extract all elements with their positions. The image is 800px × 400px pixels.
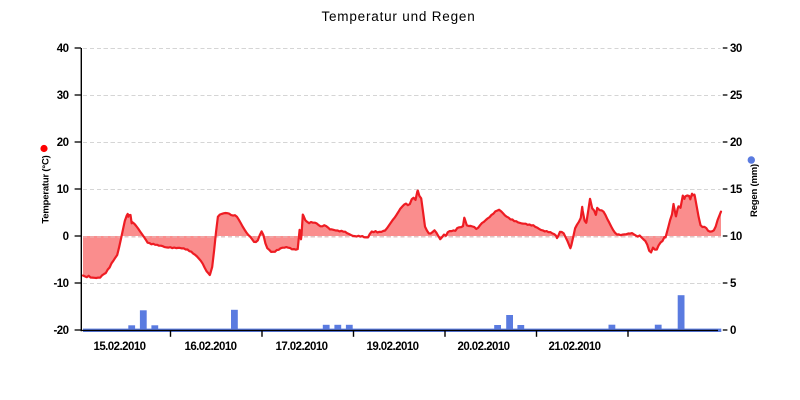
svg-text:Temperatur (°C): Temperatur (°C) [41,155,52,223]
svg-text:20: 20 [57,137,69,149]
svg-text:20: 20 [730,137,742,149]
svg-text:10: 10 [730,231,742,243]
svg-text:15.02.2010: 15.02.2010 [93,341,145,353]
svg-text:20.02.2010: 20.02.2010 [457,341,509,353]
svg-text:40: 40 [57,43,69,55]
svg-text:17.02.2010: 17.02.2010 [275,341,327,353]
svg-text:0: 0 [63,231,69,243]
svg-text:-10: -10 [54,278,69,290]
svg-text:15: 15 [730,184,743,196]
svg-text:30: 30 [730,43,742,55]
svg-text:30: 30 [57,90,69,102]
svg-text:10: 10 [57,184,69,196]
svg-text:Regen (mm): Regen (mm) [749,164,760,217]
svg-text:0: 0 [730,325,736,337]
svg-text:16.02.2010: 16.02.2010 [184,341,236,353]
svg-text:-20: -20 [54,325,69,337]
svg-text:25: 25 [730,90,743,102]
svg-text:Temperatur und Regen: Temperatur und Regen [321,9,475,24]
svg-text:21.02.2010: 21.02.2010 [548,341,600,353]
svg-text:19.02.2010: 19.02.2010 [366,341,418,353]
svg-text:5: 5 [730,278,737,290]
